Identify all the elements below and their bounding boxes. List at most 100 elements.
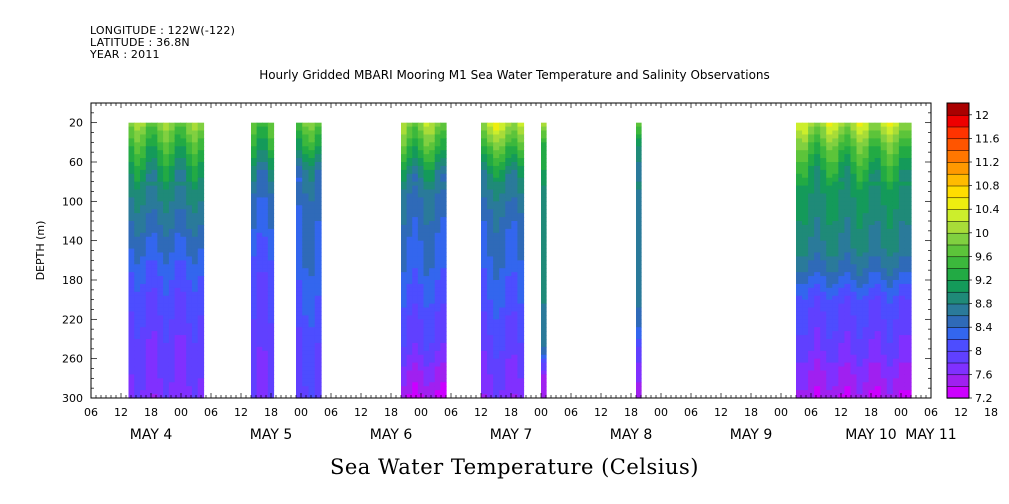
- data-cell: [401, 299, 408, 305]
- data-cell: [256, 374, 263, 379]
- data-cell: [802, 232, 809, 238]
- data-cell: [892, 185, 900, 191]
- data-cell: [796, 283, 803, 289]
- data-cell: [140, 232, 147, 238]
- data-cell: [481, 315, 488, 320]
- data-cell: [802, 181, 809, 187]
- data-cell: [267, 193, 275, 198]
- data-cell: [267, 162, 275, 167]
- data-cell: [186, 134, 193, 139]
- data-cell: [417, 342, 425, 348]
- data-cell: [511, 366, 519, 372]
- data-cell: [174, 162, 182, 167]
- data-cell: [186, 276, 193, 281]
- data-cell: [832, 134, 839, 139]
- data-cell: [844, 287, 852, 293]
- data-cell: [128, 307, 135, 313]
- data-cell: [636, 138, 642, 143]
- data-cell: [541, 339, 547, 344]
- data-cell: [256, 370, 263, 375]
- data-cell: [796, 221, 803, 226]
- data-cell: [296, 346, 303, 352]
- data-cell: [844, 378, 852, 383]
- data-cell: [406, 358, 413, 364]
- data-cell: [267, 209, 275, 214]
- data-cell: [517, 130, 525, 136]
- data-cell: [186, 378, 193, 383]
- data-cell: [168, 327, 176, 332]
- data-cell: [406, 264, 413, 269]
- data-cell: [874, 154, 882, 159]
- data-cell: [832, 339, 839, 344]
- data-cell: [505, 327, 512, 332]
- data-cell: [429, 142, 436, 147]
- data-cell: [868, 158, 876, 163]
- data-cell: [802, 228, 809, 234]
- data-cell: [251, 366, 258, 372]
- data-cell: [636, 185, 642, 191]
- data-cell: [308, 209, 316, 214]
- data-cell: [423, 248, 430, 254]
- data-cell: [412, 378, 419, 383]
- data-cell: [128, 150, 135, 155]
- data-cell: [796, 276, 803, 281]
- data-cell: [406, 189, 413, 195]
- data-cell: [434, 346, 441, 352]
- data-cell: [886, 193, 894, 198]
- data-cell: [826, 272, 833, 277]
- data-cell: [180, 335, 187, 340]
- data-cell: [423, 154, 430, 159]
- data-cell: [140, 350, 147, 356]
- data-cell: [802, 386, 809, 391]
- data-cell: [820, 362, 827, 368]
- data-cell: [157, 354, 164, 360]
- data-cell: [517, 154, 525, 159]
- data-segment: [541, 122, 547, 399]
- data-cell: [487, 248, 494, 254]
- data-cell: [868, 291, 876, 297]
- data-cell: [302, 205, 310, 210]
- data-cell: [302, 378, 310, 383]
- data-cell: [487, 126, 494, 132]
- data-cell: [862, 224, 870, 230]
- data-cell: [417, 181, 425, 187]
- data-cell: [838, 370, 846, 375]
- data-cell: [191, 240, 199, 246]
- data-cell: [134, 291, 141, 297]
- data-cell: [168, 315, 176, 320]
- data-cell: [191, 378, 199, 383]
- data-cell: [151, 240, 158, 246]
- data-cell: [412, 236, 419, 242]
- data-cell: [850, 173, 858, 179]
- data-cell: [314, 150, 322, 155]
- data-cell: [517, 122, 525, 128]
- data-cell: [296, 236, 303, 242]
- data-cell: [151, 244, 158, 250]
- data-cell: [168, 224, 176, 230]
- data-cell: [481, 126, 488, 132]
- data-cell: [256, 354, 263, 360]
- data-cell: [880, 276, 888, 281]
- data-cell: [434, 386, 441, 391]
- data-cell: [481, 217, 488, 222]
- data-cell: [904, 248, 912, 254]
- data-cell: [401, 264, 408, 269]
- data-cell: [481, 283, 488, 289]
- data-cell: [174, 264, 182, 269]
- data-cell: [434, 134, 441, 139]
- data-cell: [163, 323, 170, 328]
- data-cell: [157, 378, 164, 383]
- data-cell: [505, 224, 512, 230]
- data-cell: [423, 130, 430, 136]
- data-cell: [808, 287, 815, 293]
- data-cell: [151, 331, 158, 336]
- data-cell: [163, 264, 170, 269]
- data-cell: [511, 205, 519, 210]
- data-cell: [493, 165, 500, 171]
- data-cell: [862, 162, 870, 167]
- data-cell: [296, 319, 303, 324]
- data-cell: [493, 224, 500, 230]
- data-cell: [880, 201, 888, 206]
- data-cell: [808, 173, 815, 179]
- data-cell: [417, 311, 425, 316]
